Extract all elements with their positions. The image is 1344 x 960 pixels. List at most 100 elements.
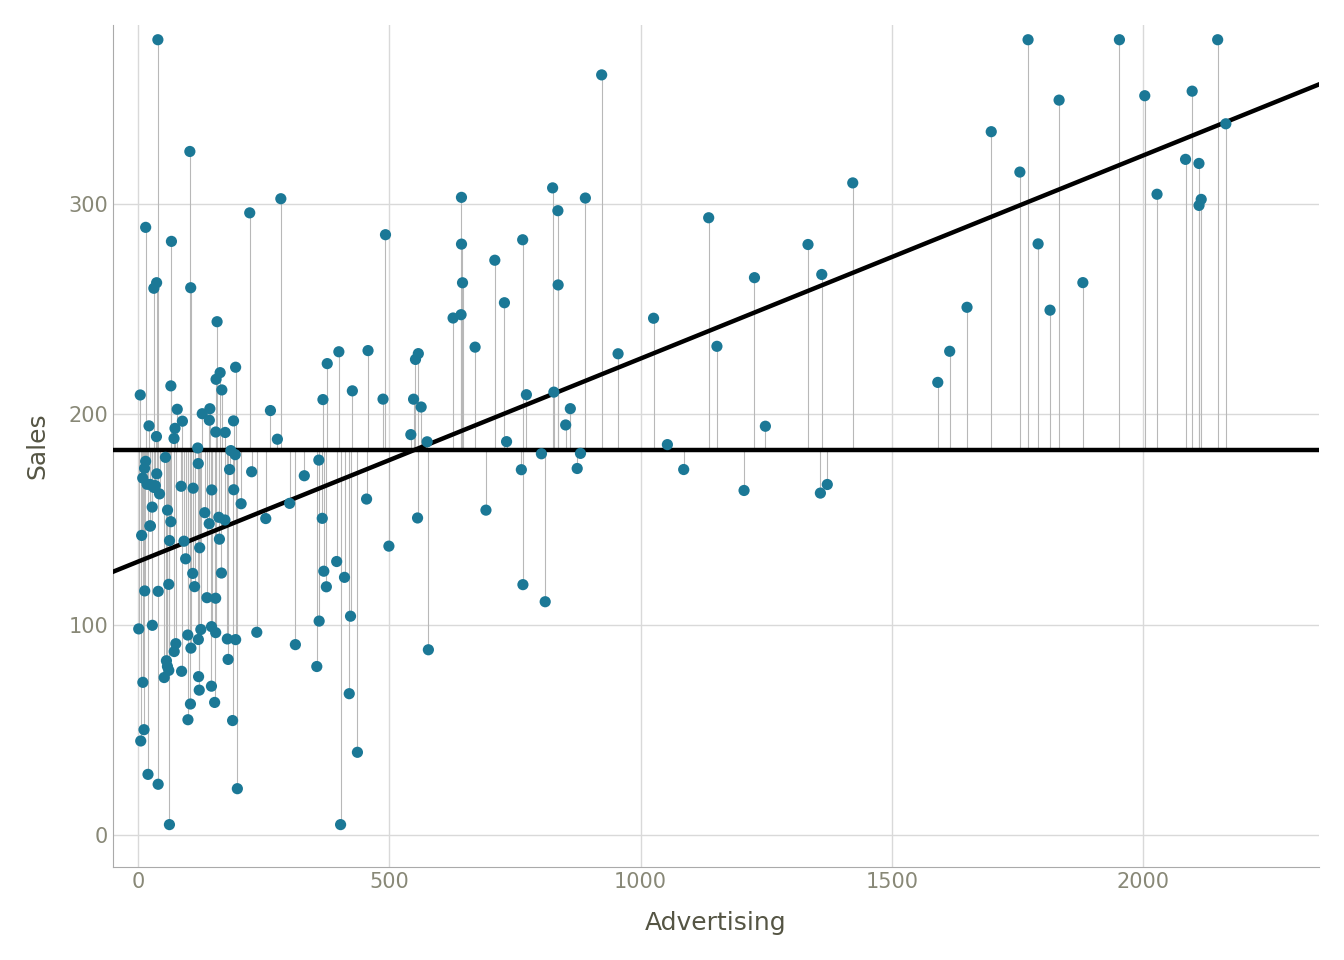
Point [1207,32,1228,47]
Point [308,452,329,468]
Point [809,486,831,501]
Point [239,205,261,221]
Point [698,210,719,226]
Point [227,781,249,797]
Point [171,663,192,679]
Point [216,632,238,647]
Point [180,280,202,296]
Y-axis label: Sales: Sales [26,413,48,479]
Point [188,456,210,471]
Point [259,403,281,419]
Point [340,609,362,624]
Point [153,670,175,685]
Point [358,343,379,358]
Point [223,482,245,497]
Point [130,528,152,543]
Point [173,534,195,549]
Point [1048,92,1070,108]
Point [706,339,727,354]
Point [316,356,337,372]
Point [1017,32,1039,47]
Point [211,565,233,581]
Point [134,461,156,476]
Point [204,695,226,710]
Point [157,502,179,517]
Point [224,360,246,375]
Point [145,429,167,444]
Point [308,613,329,629]
Point [372,392,394,407]
Point [442,310,464,325]
Point [607,347,629,362]
Point [496,434,517,449]
Point [817,477,839,492]
Point [512,577,534,592]
Point [328,344,349,359]
Point [188,632,210,647]
Point [547,203,569,218]
Point [177,627,199,642]
Point [405,351,426,367]
Point [148,777,169,792]
Point [484,252,505,268]
Point [204,625,226,640]
Point [535,594,556,610]
Point [418,642,439,658]
Point [1181,84,1203,99]
Point [164,644,185,660]
Point [207,314,228,329]
Point [160,514,181,529]
Point [841,176,863,191]
Point [285,636,306,652]
Point [280,495,301,511]
Point [329,817,351,832]
Point [339,686,360,702]
Point [403,392,425,407]
Point [797,237,818,252]
Point [347,745,368,760]
Point [202,482,223,497]
Point [312,511,333,526]
Point [570,445,591,461]
Point [188,683,210,698]
Point [204,590,226,606]
Point [142,480,164,495]
Point [450,190,472,205]
Point [333,569,355,585]
Point [140,518,161,534]
Point [181,565,203,581]
Point [230,496,251,512]
Point [134,220,156,235]
Point [555,418,577,433]
Point [306,659,328,674]
Point [657,437,679,452]
Point [1188,156,1210,171]
Point [208,532,230,547]
Point [206,372,227,387]
Point [171,479,192,494]
Point [211,382,233,397]
Point [199,413,220,428]
Point [410,399,431,415]
Point [1134,88,1156,104]
X-axis label: Advertising: Advertising [645,911,786,935]
Point [246,625,267,640]
Point [208,510,230,525]
Point [734,483,755,498]
Point [1073,275,1094,290]
Point [341,383,363,398]
Point [270,191,292,206]
Point [266,432,288,447]
Point [241,464,262,479]
Point [512,232,534,248]
Point [159,533,180,548]
Point [450,307,472,323]
Point [199,401,220,417]
Point [218,652,239,667]
Point [163,431,184,446]
Point [375,227,396,242]
Point [191,406,212,421]
Point [810,267,832,282]
Point [200,619,222,635]
Point [957,300,978,315]
